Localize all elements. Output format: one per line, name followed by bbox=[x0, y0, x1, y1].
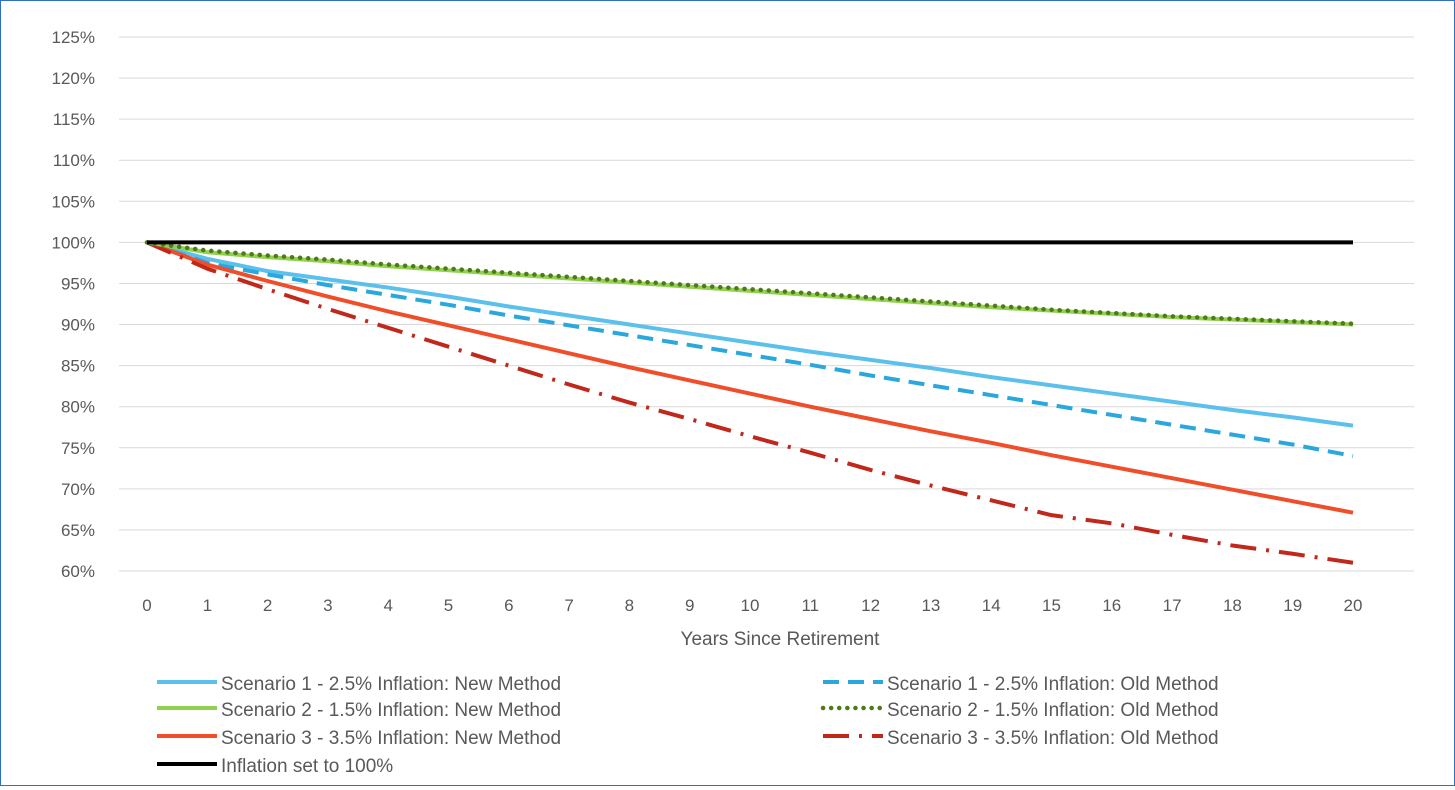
x-tick-label: 4 bbox=[383, 596, 392, 615]
legend-item: Scenario 2 - 1.5% Inflation: New Method bbox=[157, 700, 561, 721]
series-line bbox=[146, 240, 1354, 515]
y-tick-label: 120% bbox=[52, 69, 95, 88]
y-tick-label: 85% bbox=[61, 357, 95, 376]
x-tick-label: 18 bbox=[1223, 596, 1242, 615]
x-tick-label: 2 bbox=[263, 596, 272, 615]
legend-label: Scenario 1 - 2.5% Inflation: Old Method bbox=[887, 674, 1219, 695]
legend-label: Scenario 1 - 2.5% Inflation: New Method bbox=[221, 674, 561, 695]
y-tick-label: 75% bbox=[61, 439, 95, 458]
x-tick-label: 16 bbox=[1102, 596, 1121, 615]
legend-item: Scenario 3 - 3.5% Inflation: Old Method bbox=[823, 728, 1219, 749]
legend-item: Scenario 1 - 2.5% Inflation: Old Method bbox=[823, 674, 1219, 695]
y-tick-label: 60% bbox=[61, 562, 95, 581]
y-tick-label: 115% bbox=[53, 110, 95, 129]
legend-label: Scenario 2 - 1.5% Inflation: New Method bbox=[221, 700, 561, 721]
legend-item: Scenario 3 - 3.5% Inflation: New Method bbox=[157, 728, 561, 749]
y-tick-label: 70% bbox=[61, 480, 95, 499]
x-tick-label: 7 bbox=[564, 596, 573, 615]
series-line bbox=[144, 240, 1356, 326]
legend-label: Scenario 2 - 1.5% Inflation: Old Method bbox=[887, 700, 1219, 721]
x-tick-label: 14 bbox=[982, 596, 1001, 615]
x-tick-label: 19 bbox=[1283, 596, 1302, 615]
legend-label: Scenario 3 - 3.5% Inflation: Old Method bbox=[887, 728, 1219, 749]
legend-item: Scenario 1 - 2.5% Inflation: New Method bbox=[157, 674, 561, 695]
legend: Scenario 1 - 2.5% Inflation: New Method S… bbox=[157, 674, 1219, 777]
y-tick-label: 125% bbox=[52, 28, 95, 47]
x-tick-label: 8 bbox=[625, 596, 634, 615]
x-tick-label: 12 bbox=[861, 596, 880, 615]
legend-item: Inflation set to 100% bbox=[157, 756, 393, 777]
x-tick-label: 13 bbox=[921, 596, 940, 615]
x-axis-ticks: 0 1 2 3 4 5 6 7 8 9 10 11 12 13 14 15 16 17 18 19 20 bbox=[142, 596, 1362, 615]
x-tick-label: 3 bbox=[323, 596, 332, 615]
x-tick-label: 9 bbox=[685, 596, 694, 615]
y-axis-ticks: 60% 65% 70% 75% 80% 85% 90% 95% 100% 105% 110% 115%… bbox=[52, 28, 95, 581]
y-tick-label: 65% bbox=[61, 521, 95, 540]
series-line bbox=[146, 240, 1354, 458]
y-tick-label: 90% bbox=[61, 316, 95, 335]
x-tick-label: 10 bbox=[741, 596, 760, 615]
x-tick-label: 15 bbox=[1042, 596, 1061, 615]
x-tick-label: 0 bbox=[142, 596, 151, 615]
y-tick-label: 95% bbox=[61, 274, 95, 293]
series-lines bbox=[144, 240, 1356, 565]
legend-item: Scenario 2 - 1.5% Inflation: Old Method bbox=[820, 700, 1219, 721]
y-tick-label: 100% bbox=[52, 233, 95, 252]
legend-label: Scenario 3 - 3.5% Inflation: New Method bbox=[221, 728, 561, 749]
x-tick-label: 1 bbox=[203, 596, 212, 615]
x-tick-label: 17 bbox=[1163, 596, 1182, 615]
x-axis-label: Years Since Retirement bbox=[681, 629, 881, 650]
x-tick-label: 6 bbox=[504, 596, 513, 615]
y-tick-label: 105% bbox=[52, 192, 95, 211]
x-tick-label: 11 bbox=[801, 596, 819, 615]
y-tick-label: 80% bbox=[61, 398, 95, 417]
legend-label: Inflation set to 100% bbox=[221, 756, 393, 777]
x-tick-label: 20 bbox=[1344, 596, 1363, 615]
series-line bbox=[146, 240, 1354, 428]
x-tick-label: 5 bbox=[444, 596, 453, 615]
y-tick-label: 110% bbox=[53, 151, 95, 170]
gridlines bbox=[119, 36, 1414, 572]
series-line bbox=[146, 240, 1354, 565]
